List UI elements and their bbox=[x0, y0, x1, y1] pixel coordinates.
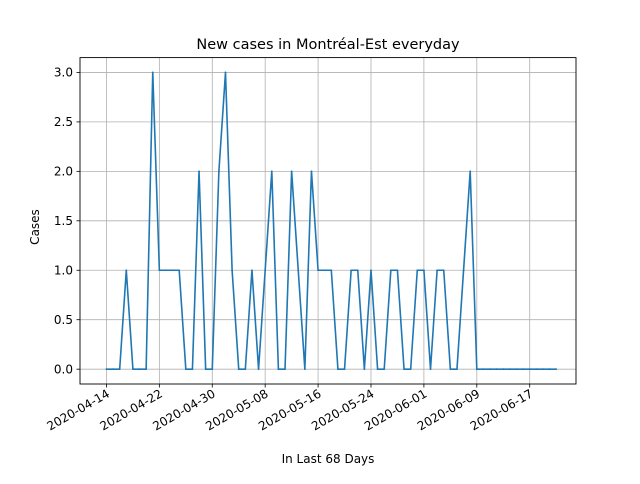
data-point bbox=[251, 269, 253, 272]
chart-title: New cases in Montréal-Est everyday bbox=[196, 37, 460, 53]
data-point bbox=[231, 269, 234, 272]
data-point bbox=[145, 368, 148, 371]
data-point bbox=[429, 368, 432, 371]
data-point bbox=[118, 368, 121, 371]
data-point bbox=[323, 269, 326, 272]
data-point bbox=[383, 368, 386, 371]
data-point bbox=[528, 368, 531, 371]
data-point bbox=[442, 269, 445, 272]
x-axis-label: In Last 68 Days bbox=[282, 452, 375, 466]
data-point bbox=[515, 368, 518, 371]
data-point bbox=[337, 368, 339, 371]
data-point bbox=[125, 269, 128, 272]
data-point bbox=[436, 269, 439, 272]
data-point bbox=[270, 170, 273, 173]
data-point bbox=[343, 368, 346, 371]
data-point bbox=[290, 170, 293, 173]
data-point bbox=[469, 170, 472, 173]
y-tick-label: 1.0 bbox=[54, 264, 73, 278]
data-point bbox=[350, 269, 353, 272]
data-point bbox=[535, 368, 538, 371]
data-point bbox=[422, 269, 425, 272]
y-tick-label: 2.5 bbox=[54, 115, 73, 129]
data-point bbox=[548, 368, 551, 371]
data-point bbox=[217, 170, 220, 173]
data-point bbox=[508, 368, 511, 371]
data-point bbox=[178, 269, 181, 272]
data-point bbox=[138, 368, 141, 371]
y-tick-label: 0.5 bbox=[54, 313, 73, 327]
data-point bbox=[482, 368, 485, 371]
y-tick-label: 2.0 bbox=[54, 165, 73, 179]
data-point bbox=[237, 368, 240, 371]
data-point bbox=[310, 170, 313, 173]
y-tick-label: 3.0 bbox=[54, 66, 73, 80]
data-point bbox=[112, 368, 114, 371]
data-point bbox=[277, 368, 280, 371]
data-point bbox=[555, 368, 558, 371]
data-point bbox=[132, 368, 134, 371]
data-point bbox=[165, 269, 167, 272]
data-point bbox=[489, 368, 491, 371]
data-point bbox=[317, 269, 319, 272]
y-axis-ticks: 0.0 0.5 1.0 1.5 2.0 2.5 3.0 bbox=[54, 66, 80, 376]
data-point bbox=[198, 170, 200, 173]
y-tick-label: 1.5 bbox=[54, 214, 73, 228]
y-tick-label: 0.0 bbox=[54, 362, 73, 376]
data-point bbox=[191, 368, 194, 371]
data-point bbox=[396, 269, 399, 272]
data-point bbox=[363, 368, 366, 371]
data-point bbox=[224, 71, 227, 74]
series-layer bbox=[105, 71, 558, 371]
data-point bbox=[456, 368, 458, 371]
data-point bbox=[264, 269, 267, 272]
data-point bbox=[495, 368, 498, 371]
data-point bbox=[330, 269, 333, 272]
data-point bbox=[416, 269, 419, 272]
data-point bbox=[211, 368, 214, 371]
data-point bbox=[303, 368, 306, 371]
data-point bbox=[105, 368, 108, 371]
data-point bbox=[370, 269, 372, 272]
data-point bbox=[356, 269, 359, 272]
data-point bbox=[151, 71, 154, 74]
data-point bbox=[244, 368, 247, 371]
data-point bbox=[449, 368, 452, 371]
data-point bbox=[158, 269, 161, 272]
data-point bbox=[204, 368, 207, 371]
data-point bbox=[171, 269, 174, 272]
data-point bbox=[462, 269, 465, 272]
data-point bbox=[184, 368, 187, 371]
data-point bbox=[376, 368, 379, 371]
y-axis-label: Cases bbox=[28, 209, 42, 245]
data-point bbox=[522, 368, 524, 371]
data-point bbox=[284, 368, 286, 371]
data-point bbox=[257, 368, 260, 371]
data-point bbox=[409, 368, 412, 371]
data-point bbox=[403, 368, 405, 371]
data-point bbox=[542, 368, 544, 371]
data-point bbox=[389, 269, 392, 272]
data-point bbox=[502, 368, 505, 371]
data-point bbox=[475, 368, 478, 371]
data-point bbox=[297, 269, 300, 272]
